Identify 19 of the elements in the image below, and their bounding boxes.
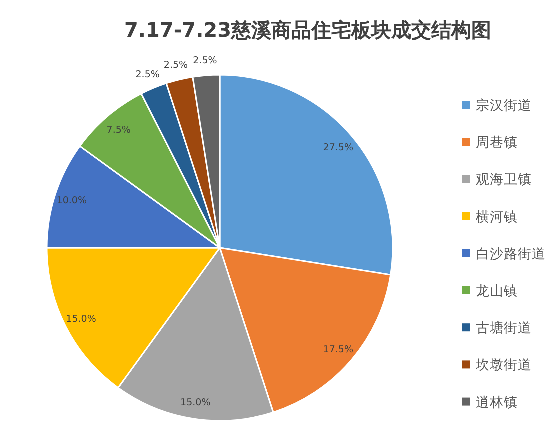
legend-label: 古塘街道 (476, 320, 532, 337)
data-label: 2.5% (164, 60, 188, 72)
legend-label: 观海卫镇 (476, 172, 532, 188)
data-label: 15.0% (180, 397, 211, 408)
data-label: 2.5% (193, 56, 218, 67)
data-label: 15.0% (66, 314, 96, 326)
data-label: 17.5% (323, 344, 354, 356)
legend-label: 周巷镇 (476, 135, 518, 152)
legend-label: 坎墩街道 (475, 358, 532, 374)
data-label: 2.5% (136, 69, 160, 80)
legend-label: 宗汉街道 (476, 98, 532, 114)
legend-label: 白沙路街道 (476, 246, 546, 262)
chart-title: 7.17-7.23慈溪商品住宅板块成交结构图 (124, 18, 492, 42)
legend-label: 逍林镇 (476, 394, 518, 411)
data-label: 10.0% (56, 195, 88, 206)
data-label: 27.5% (323, 142, 354, 154)
data-label: 7.5% (106, 125, 131, 136)
legend-label: 横河镇 (476, 209, 518, 226)
legend-label: 龙山镇 (476, 284, 518, 300)
